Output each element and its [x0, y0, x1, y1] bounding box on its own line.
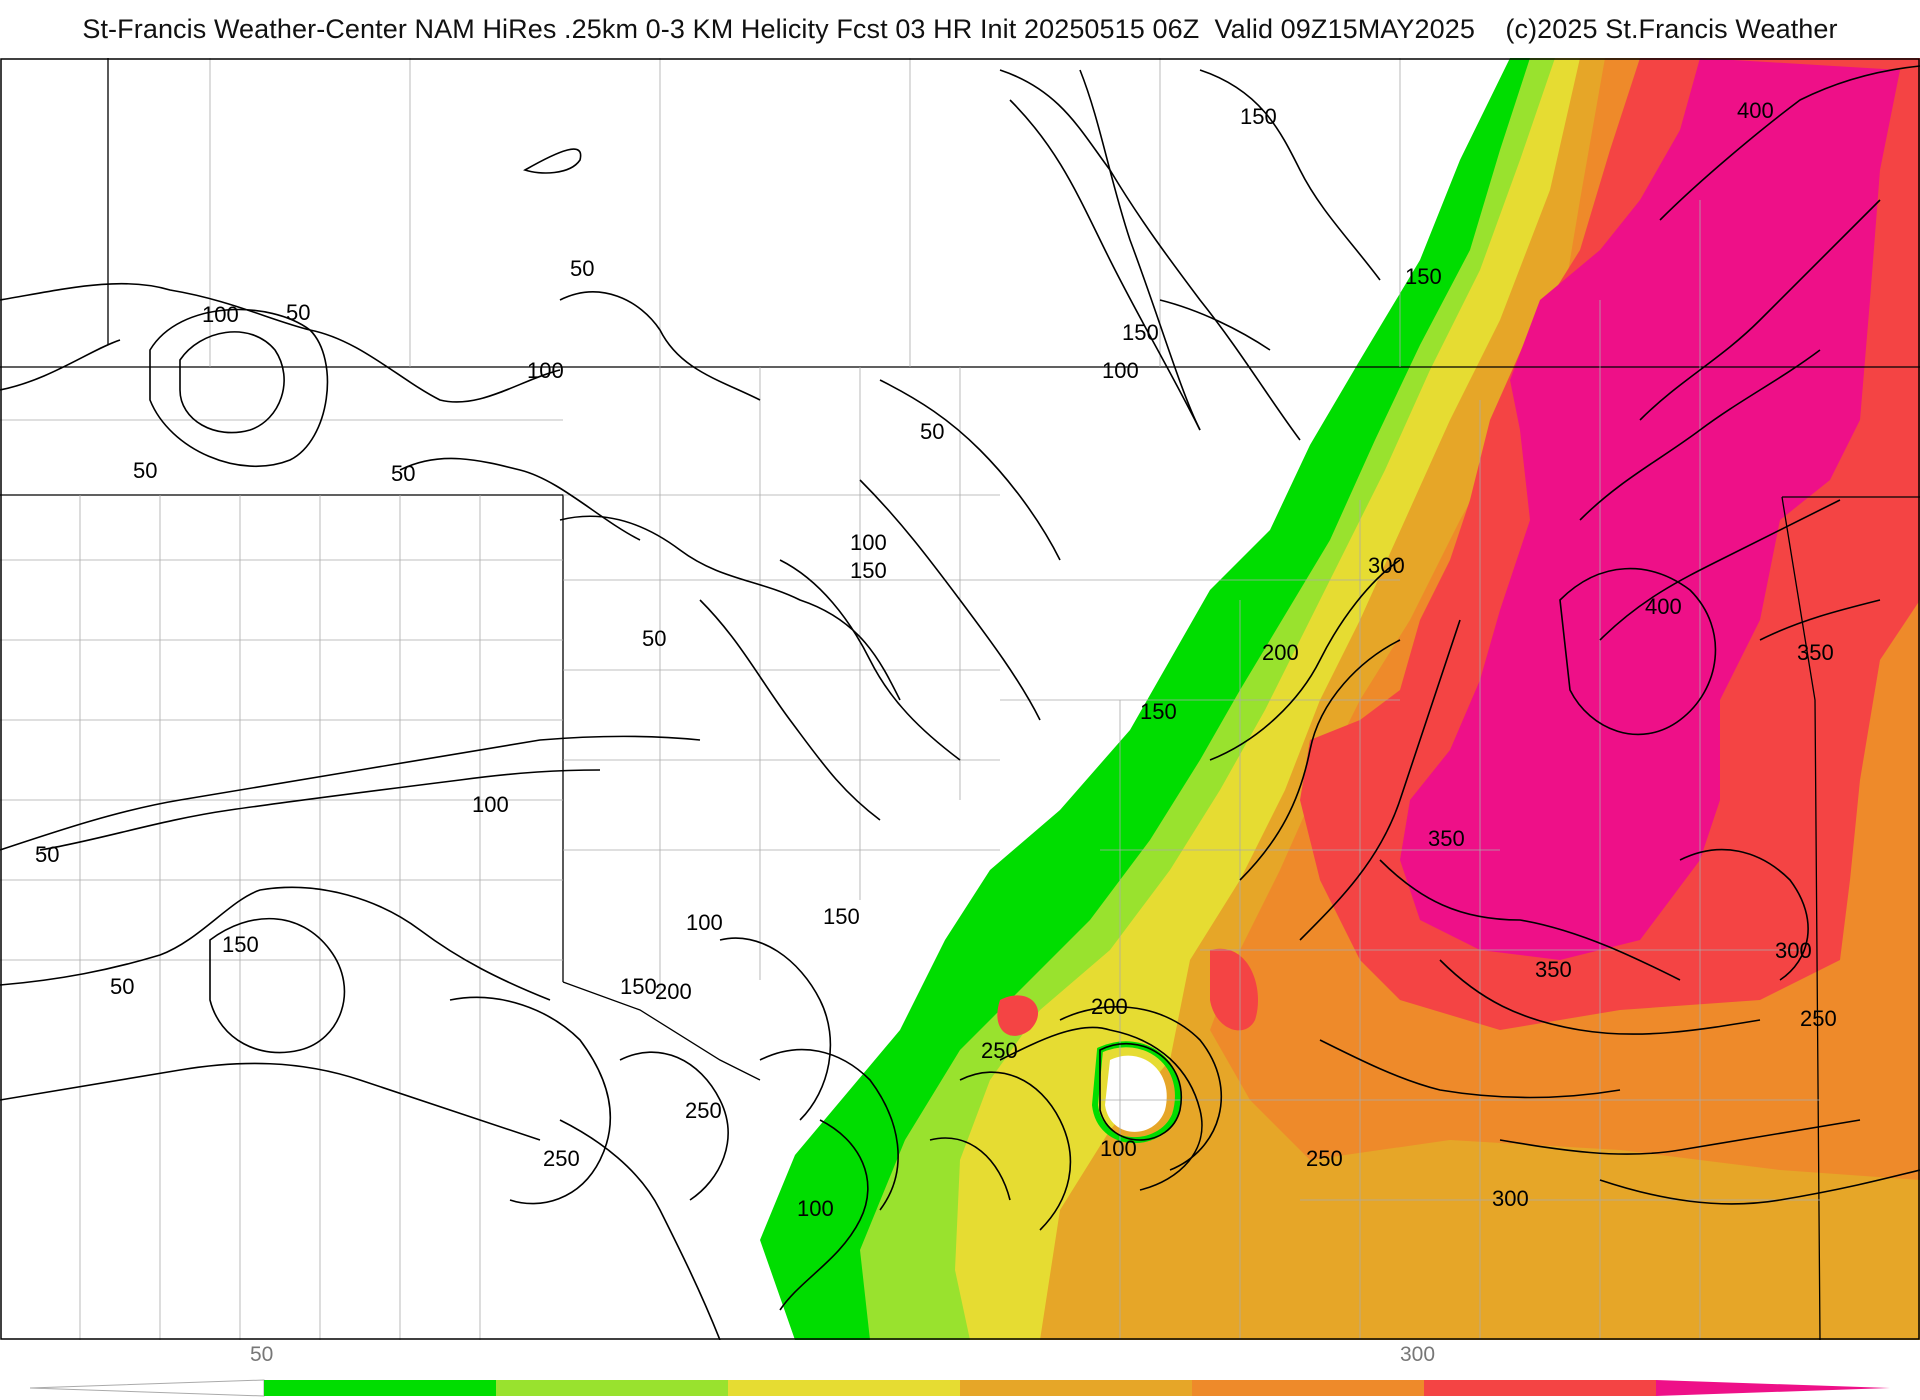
colorbar-low-triangle [30, 1379, 265, 1397]
map-frame [0, 58, 1920, 1340]
contour-label: 150 [620, 974, 657, 999]
band-350-plus [1400, 58, 1900, 960]
contour-label: 100 [472, 792, 509, 817]
helicity-contours [0, 65, 1920, 1340]
contour-label: 50 [110, 974, 134, 999]
contour-label: 300 [1492, 1186, 1529, 1211]
contour-label: 350 [1428, 826, 1465, 851]
contour-label: 200 [1262, 640, 1299, 665]
contour-label: 150 [823, 904, 860, 929]
colorbar [30, 1379, 1890, 1397]
contour-label: 400 [1737, 98, 1774, 123]
contour-label: 150 [222, 932, 259, 957]
contour-label: 100 [686, 910, 723, 935]
contour-label: 150 [1122, 320, 1159, 345]
contour-label: 300 [1368, 553, 1405, 578]
map-title: St-Francis Weather-Center NAM HiRes .25k… [82, 14, 1838, 44]
contour-label: 100 [797, 1196, 834, 1221]
contour-label: 50 [570, 256, 594, 281]
colorbar-label-50: 50 [250, 1343, 274, 1366]
colorbar-segment [960, 1380, 1192, 1396]
band-white-hole [1105, 1055, 1167, 1132]
band-300-350-blob2 [997, 995, 1039, 1036]
contour-label: 250 [981, 1038, 1018, 1063]
contour-label: 100 [850, 530, 887, 555]
contour-label: 250 [1306, 1146, 1343, 1171]
contour-label: 150 [1140, 699, 1177, 724]
contour-label: 100 [527, 358, 564, 383]
contour-labels: 150 400 150 50 150 100 50 100 50 100 50 … [35, 98, 1837, 1221]
helicity-map: 150 400 150 50 150 100 50 100 50 100 50 … [0, 58, 1920, 1340]
contour-label: 100 [1100, 1136, 1137, 1161]
contour-label: 50 [35, 842, 59, 867]
colorbar-segment [1424, 1380, 1656, 1396]
contour-label: 100 [1102, 358, 1139, 383]
contour-label: 50 [286, 300, 310, 325]
contour-label: 250 [543, 1146, 580, 1171]
colorbar-label-300: 300 [1400, 1343, 1436, 1366]
contour-label: 200 [1091, 994, 1128, 1019]
contour-label: 150 [850, 558, 887, 583]
contour-label: 350 [1797, 640, 1834, 665]
colorbar-segment [1192, 1380, 1424, 1396]
band-300-350-blob [1210, 948, 1258, 1031]
contour-label: 50 [642, 626, 666, 651]
contour-label: 350 [1535, 957, 1572, 982]
contour-label: 300 [1775, 938, 1812, 963]
contour-label: 150 [1405, 264, 1442, 289]
contour-label: 250 [1800, 1006, 1837, 1031]
contour-label: 100 [202, 302, 239, 327]
contour-label: 150 [1240, 104, 1277, 129]
contour-label: 200 [655, 979, 692, 1004]
colorbar-segment [496, 1380, 728, 1396]
contour-label: 50 [391, 461, 415, 486]
colorbar-segment [728, 1380, 960, 1396]
contour-label: 400 [1645, 594, 1682, 619]
colorbar-segment [264, 1380, 496, 1396]
contour-label: 50 [133, 458, 157, 483]
contour-label: 50 [920, 419, 944, 444]
county-boundaries [0, 58, 1820, 1340]
contour-label: 250 [685, 1098, 722, 1123]
colorbar-high-triangle [1656, 1380, 1890, 1396]
